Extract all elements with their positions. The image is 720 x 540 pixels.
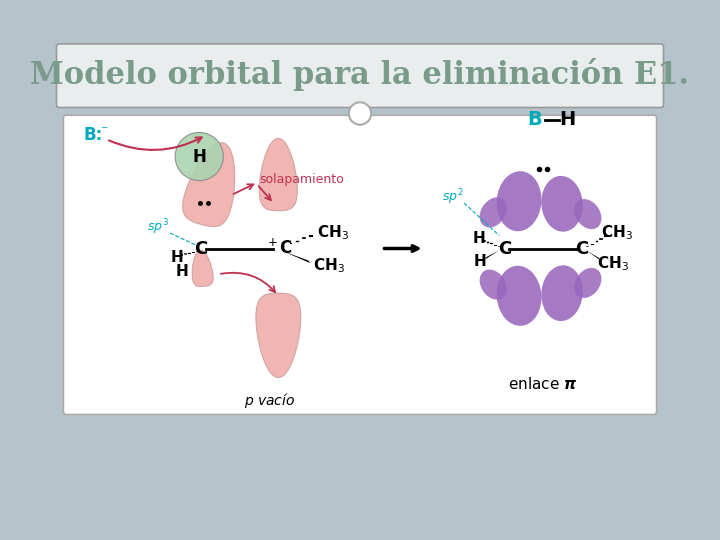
Ellipse shape (513, 237, 573, 260)
Text: H: H (192, 147, 206, 166)
Text: enlace $\boldsymbol{\pi}$: enlace $\boldsymbol{\pi}$ (508, 376, 577, 393)
Text: C: C (575, 240, 588, 258)
Circle shape (175, 132, 223, 180)
Ellipse shape (575, 199, 601, 229)
Polygon shape (256, 293, 301, 377)
Ellipse shape (480, 197, 507, 227)
Text: $p$ vacío: $p$ vacío (244, 391, 295, 410)
Polygon shape (192, 251, 213, 286)
Text: B: B (527, 110, 542, 129)
Text: $^+$C: $^+$C (265, 239, 293, 258)
Circle shape (348, 103, 372, 125)
Text: CH$_3$: CH$_3$ (317, 224, 349, 242)
Polygon shape (586, 250, 600, 260)
Text: CH$_3$: CH$_3$ (598, 255, 629, 273)
Text: Modelo orbital para la eliminación E1.: Modelo orbital para la eliminación E1. (30, 58, 690, 91)
Text: $^{-}$: $^{-}$ (99, 124, 108, 137)
Text: B:: B: (84, 126, 102, 144)
Ellipse shape (480, 269, 507, 300)
Text: CH$_3$: CH$_3$ (312, 256, 345, 275)
Ellipse shape (497, 171, 541, 231)
FancyBboxPatch shape (63, 115, 657, 414)
Polygon shape (186, 250, 197, 270)
Ellipse shape (575, 268, 601, 298)
FancyBboxPatch shape (56, 44, 664, 107)
Ellipse shape (541, 176, 582, 232)
Text: H: H (176, 264, 189, 279)
Polygon shape (259, 138, 297, 211)
Ellipse shape (541, 265, 582, 321)
Polygon shape (485, 250, 499, 260)
Text: solapamiento: solapamiento (259, 173, 344, 186)
Text: C: C (498, 240, 511, 258)
Text: $sp^2$: $sp^2$ (442, 187, 464, 207)
Text: H: H (171, 249, 184, 265)
Text: H: H (559, 110, 575, 129)
Text: C: C (194, 240, 207, 258)
Text: H: H (472, 231, 485, 246)
Polygon shape (183, 143, 235, 226)
Text: $sp^3$: $sp^3$ (147, 217, 169, 237)
Text: H: H (474, 254, 487, 269)
Polygon shape (283, 251, 310, 263)
Text: CH$_3$: CH$_3$ (600, 224, 633, 242)
Ellipse shape (497, 266, 541, 326)
